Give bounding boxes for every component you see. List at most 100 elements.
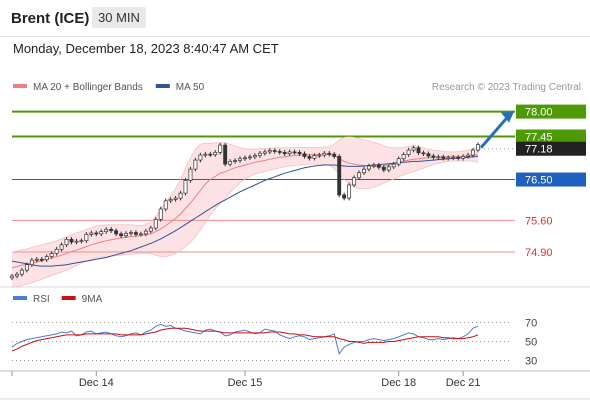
candle-up	[371, 164, 376, 167]
candle-up	[218, 144, 223, 153]
candle-down	[272, 150, 277, 152]
candle-down	[223, 144, 228, 165]
candle-up	[401, 154, 406, 160]
candle-up	[366, 165, 371, 170]
candle-up	[203, 153, 208, 156]
candle-up	[79, 240, 84, 243]
candle-up	[24, 264, 29, 271]
candle-down	[332, 153, 337, 157]
legend-label: MA 20 + Bollinger Bands	[33, 82, 143, 93]
rsi-legend-label: RSI	[33, 294, 50, 305]
bb-upper-line	[11, 136, 479, 253]
candle-down	[431, 155, 436, 158]
candle-up	[148, 227, 153, 232]
candle-up	[10, 275, 14, 279]
candle-up	[357, 172, 361, 179]
candle-down	[208, 153, 213, 156]
chart-legend: MA 20 + Bollinger Bands MA 50	[13, 82, 205, 93]
candle-up	[198, 154, 203, 161]
rsi-tick-label: 70	[525, 318, 537, 330]
candle-up	[15, 273, 19, 277]
candle-up	[243, 157, 247, 160]
price-tag-box	[516, 104, 586, 119]
candle-up	[252, 155, 257, 158]
candle-up	[124, 233, 128, 237]
candle-up	[267, 150, 272, 153]
candle-down	[421, 152, 426, 155]
header-bar: Brent (ICE) 30 MIN	[0, 0, 590, 37]
candle-down	[416, 147, 421, 154]
rsi-line	[11, 323, 479, 356]
x-tick-label: Dec 21	[446, 377, 481, 389]
price-tag-label: 74.90	[525, 247, 553, 259]
candle-up	[347, 184, 352, 199]
candle-down	[302, 153, 307, 157]
candle-up	[59, 244, 64, 250]
candle-up	[104, 229, 109, 232]
chart-credit: Research © 2023 Trading Central	[432, 82, 581, 93]
legend-swatch	[13, 84, 27, 88]
candle-up	[153, 219, 158, 229]
candle-up	[233, 160, 238, 162]
price-tag-label: 77.45	[525, 132, 553, 144]
candle-down	[282, 152, 287, 155]
candle-down	[297, 152, 302, 155]
x-tick-label: Dec 15	[228, 377, 263, 389]
price-tag-label: 77.18	[525, 144, 553, 156]
candle-up	[466, 154, 471, 157]
projection-arrow-shaft	[479, 115, 510, 149]
candle-down	[381, 166, 386, 171]
candle-up	[158, 208, 163, 220]
instrument-title: Brent (ICE)	[11, 10, 90, 27]
candle-up	[163, 200, 168, 210]
candle-up	[396, 158, 401, 165]
candle-up	[362, 168, 366, 174]
candle-up	[461, 156, 466, 159]
x-tick-label: Dec 14	[79, 377, 114, 389]
rsi-legend-label: 9MA	[82, 294, 103, 305]
candle-up	[248, 156, 252, 159]
candle-down	[114, 230, 119, 235]
candle-up	[49, 253, 54, 257]
candle-up	[406, 149, 411, 155]
candle-up	[64, 238, 69, 246]
rsi-legend-swatch	[13, 296, 27, 300]
candle-up	[168, 199, 173, 202]
candle-up	[213, 152, 218, 155]
candle-down	[337, 156, 342, 196]
x-tick-label: Dec 18	[381, 377, 416, 389]
candle-up	[312, 155, 317, 159]
candle-up	[228, 161, 233, 165]
bb-lower-line	[11, 160, 479, 288]
candle-down	[426, 153, 431, 157]
candle-up	[322, 152, 327, 156]
candle-down	[307, 156, 312, 159]
price-tag-box	[516, 129, 586, 144]
candle-up	[143, 230, 148, 235]
rsi-tick-label: 30	[525, 356, 537, 368]
candle-down	[292, 151, 297, 154]
candle-up	[238, 158, 242, 161]
candle-up	[352, 177, 357, 186]
candle-down	[376, 164, 381, 168]
candle-down	[39, 258, 44, 261]
candle-down	[277, 151, 282, 153]
legend-swatch	[155, 84, 170, 88]
price-tag-label: 76.50	[525, 175, 553, 187]
candle-up	[411, 147, 416, 151]
candle-up	[129, 232, 133, 234]
candle-up	[391, 163, 396, 168]
candle-up	[193, 159, 198, 170]
rsi-legend-swatch	[61, 296, 76, 300]
candle-up	[54, 248, 59, 254]
candle-up	[138, 233, 143, 236]
candle-down	[342, 194, 347, 199]
candle-up	[451, 156, 456, 159]
candle-up	[471, 149, 475, 156]
timeframe-button[interactable]: 30 MIN	[92, 7, 146, 28]
candle-down	[456, 156, 461, 159]
candle-down	[119, 233, 124, 237]
candle-up	[44, 256, 49, 261]
candle-up	[287, 151, 292, 155]
